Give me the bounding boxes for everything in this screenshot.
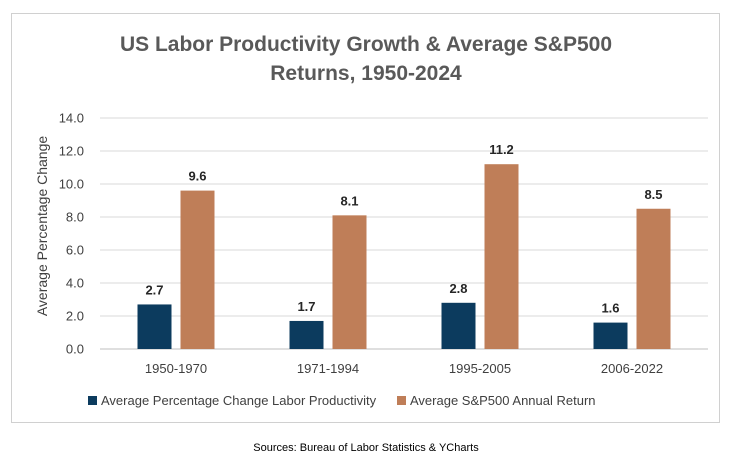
x-tick-label: 1950-1970: [145, 361, 207, 376]
data-label: 2.8: [449, 281, 467, 296]
chart-title: US Labor Productivity Growth & Average S…: [0, 30, 732, 88]
legend-swatch: [88, 396, 97, 405]
legend-entry: Average S&P500 Annual Return: [410, 393, 596, 408]
legend: Average Percentage Change Labor Producti…: [88, 393, 596, 408]
y-tick-label: 12.0: [59, 144, 84, 159]
chart-title-line-2: Returns, 1950-2024: [270, 62, 462, 85]
bar: [441, 302, 476, 349]
bar: [137, 304, 172, 349]
y-tick-label: 14.0: [59, 111, 84, 126]
bar: [180, 190, 215, 349]
legend-swatch: [397, 396, 406, 405]
data-labels: 2.7 9.6 1.7 8.1 2.8 11.2 1.6 8.5: [145, 142, 662, 315]
chart-title-line-1: US Labor Productivity Growth & Average S…: [119, 33, 613, 56]
data-label: 8.1: [340, 193, 358, 208]
bar: [636, 208, 671, 349]
y-tick-label: 10.0: [59, 177, 84, 192]
bar: [593, 322, 628, 349]
data-label: 2.7: [145, 282, 163, 297]
y-axis-ticks: 0.0 2.0 4.0 6.0 8.0 10.0 12.0 14.0: [59, 111, 84, 357]
x-axis-categories: 1950-1970 1971-1994 1995-2005 2006-2022: [145, 361, 663, 376]
y-axis-label: Average Percentage Change: [34, 136, 50, 317]
source-note: Sources: Bureau of Labor Statistics & YC…: [253, 442, 479, 454]
data-label: 8.5: [644, 187, 662, 202]
legend-entry: Average Percentage Change Labor Producti…: [101, 393, 377, 408]
bar: [484, 164, 519, 349]
data-label: 11.2: [489, 142, 514, 157]
x-tick-label: 2006-2022: [601, 361, 663, 376]
bar: [332, 215, 367, 349]
data-label: 9.6: [188, 169, 206, 184]
y-tick-label: 8.0: [66, 210, 84, 225]
x-tick-label: 1995-2005: [449, 361, 511, 376]
y-tick-label: 4.0: [66, 276, 84, 291]
y-tick-label: 2.0: [66, 309, 84, 324]
y-tick-label: 0.0: [66, 342, 84, 357]
bars: [137, 164, 671, 349]
data-label: 1.7: [297, 299, 315, 314]
y-tick-label: 6.0: [66, 243, 84, 258]
bar: [289, 320, 324, 349]
x-tick-label: 1971-1994: [297, 361, 359, 376]
data-label: 1.6: [601, 301, 619, 316]
